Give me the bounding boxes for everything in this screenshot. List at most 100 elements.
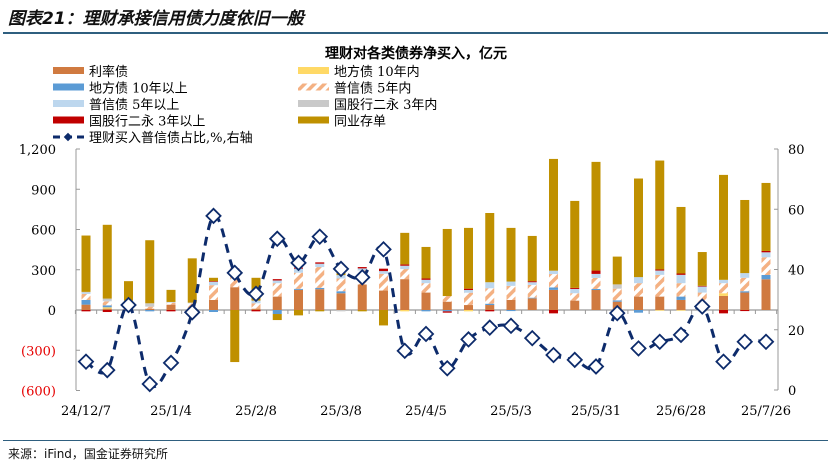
bar-segment-3	[761, 274, 771, 280]
bar-segment-3	[591, 288, 601, 291]
bar-segment-5	[570, 288, 580, 294]
legend-label-3: 地方债 10年以上	[89, 81, 188, 97]
bar-segment-5	[697, 286, 707, 293]
bar-segment-4	[442, 296, 452, 302]
line-point-marker	[566, 351, 584, 369]
bar-segment-5	[485, 282, 495, 289]
bar-segment-1	[676, 299, 686, 310]
bar-segment-7	[719, 310, 728, 314]
bar-segment-2	[719, 293, 728, 296]
bar-segment-8	[740, 199, 750, 274]
bar-segment-4	[251, 303, 261, 309]
x-tick-label: 24/12/7	[61, 404, 111, 419]
bar-segment-8	[124, 281, 133, 301]
line-series	[77, 207, 775, 393]
x-tick-label: 25/7/26	[741, 404, 791, 419]
line-point-marker	[247, 285, 265, 303]
x-tick-label: 25/6/28	[656, 404, 706, 419]
legend-label-1: 利率债	[89, 64, 128, 80]
bar-segment-1	[272, 296, 282, 310]
bar-segment-7	[485, 310, 495, 312]
bar-segment-5	[272, 280, 282, 284]
legend-swatch-7	[53, 116, 84, 124]
x-tick-label: 25/5/31	[571, 404, 621, 419]
bar-segment-1	[634, 296, 643, 310]
line-point-marker	[715, 353, 732, 371]
bar-segment-8	[294, 310, 303, 316]
bar-segment-1	[740, 292, 750, 310]
bars	[81, 158, 771, 363]
bar-segment-3	[506, 310, 516, 312]
bar-segment-7	[442, 311, 452, 313]
bar-segment-6	[336, 310, 346, 312]
bar-segment-4	[761, 257, 771, 275]
bar-segment-8	[464, 227, 473, 289]
bar-segment-7	[315, 262, 325, 264]
line-point-marker	[481, 319, 499, 336]
bar-segment-7	[761, 250, 771, 253]
bar-segment-5	[740, 273, 750, 278]
bar-segment-5	[549, 270, 558, 275]
bar-segment-5	[166, 301, 176, 303]
bar-segment-3	[336, 291, 346, 294]
bar-segment-8	[761, 182, 771, 251]
bar-segment-8	[655, 160, 665, 270]
line-point-marker	[417, 325, 435, 343]
bar-segment-8	[102, 224, 112, 299]
bar-segment-1	[145, 308, 155, 310]
line-point-marker	[757, 333, 775, 351]
bar-segment-5	[421, 279, 431, 284]
bar-segment-1	[655, 296, 665, 310]
bar-segment-5	[634, 277, 643, 284]
bar-segment-7	[251, 310, 261, 312]
bar-segment-4	[102, 301, 112, 306]
bar-segment-8	[612, 256, 622, 285]
bar-segment-4	[676, 283, 686, 297]
line-point-marker	[630, 340, 647, 357]
bar-segment-3	[549, 287, 558, 290]
bar-segment-1	[527, 298, 537, 310]
bar-segment-4	[209, 285, 218, 300]
line-point-marker	[396, 342, 414, 360]
line-point-marker	[651, 333, 669, 351]
line-point-marker	[693, 298, 711, 315]
bar-segment-6	[145, 303, 155, 307]
bar-segment-4	[81, 293, 91, 300]
bar-segment-1	[294, 289, 303, 310]
bar-segment-3	[442, 310, 452, 312]
bar-segment-7	[655, 269, 665, 271]
bar-segment-5	[379, 271, 388, 274]
legend-diamond-marker	[63, 132, 73, 142]
bar-segment-1	[251, 308, 261, 310]
legend-label-5: 普信债 5年以上	[89, 98, 179, 113]
bar-segment-7	[421, 278, 431, 280]
bar-segment-1	[400, 279, 410, 310]
bar-segment-5	[676, 274, 686, 284]
bar-segment-3	[102, 305, 112, 308]
bar-segment-2	[676, 310, 686, 311]
bar-segment-3	[676, 296, 686, 300]
bar-segment-4	[634, 283, 643, 297]
bar-segment-1	[719, 295, 728, 310]
bar-segment-3	[527, 297, 537, 299]
bar-segment-4	[655, 274, 665, 297]
bar-segment-5	[655, 270, 665, 275]
bar-segment-5	[761, 252, 771, 258]
line-point-marker	[545, 346, 562, 364]
bar-segment-8	[315, 310, 325, 312]
bar-segment-8	[145, 240, 155, 304]
bar-segment-7	[464, 288, 473, 291]
bar-segment-8	[485, 212, 495, 283]
legend-swatch-6	[298, 100, 329, 107]
bar-segment-8	[527, 235, 537, 282]
bar-segment-1	[315, 289, 325, 310]
bar-segment-1	[761, 279, 771, 310]
bar-segment-8	[230, 310, 240, 363]
right-tick-label: 20	[788, 324, 805, 339]
bar-segment-1	[421, 292, 431, 310]
bar-segment-6	[102, 298, 112, 301]
bar-segment-3	[81, 299, 91, 305]
bar-segment-8	[442, 228, 452, 297]
bar-segment-1	[230, 287, 240, 310]
